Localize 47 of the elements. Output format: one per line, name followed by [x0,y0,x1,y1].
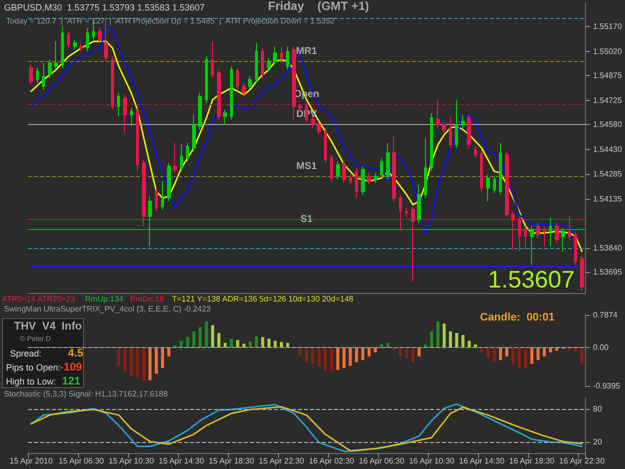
text: ATR5=14 ATR20=23 [2,294,76,304]
x-tick-label: 16 Apr 06:30 [358,456,405,466]
y-tick-label: 1.54135 [593,194,622,204]
y-tick-label: 20 [593,438,602,446]
x-tick-label: 15 Apr 06:30 [58,456,104,466]
x-tick-label: 16 Apr 02:30 [308,456,355,466]
y-tick-label: 1.54725 [593,96,622,105]
x-tick-label: 15 Apr 22:30 [258,456,305,466]
ref-line-label: MS1 [296,160,318,172]
annotation: THV V4 Info [14,320,82,332]
annotation: Today = 120.7 | ATR = 127 | ATR Projection Up = 1.5485 | ATR Projection Down = 1.5352 [6,16,336,26]
y-tick-label: 1.54285 [593,169,622,178]
annotation: -109 [60,362,82,374]
annotation: GBPUSD,M30 1.53775 1.53793 1.53583 1.53607 [4,2,205,12]
annotation: 4.5 [68,348,84,360]
annotation: Pips to Open: [6,362,61,372]
chart-title: Friday (GMT +1) [268,0,370,13]
text: RmUp:134 [85,294,124,304]
annotation: 121 [62,376,80,388]
annotation: 1.53607 [488,266,575,294]
x-tick-label: 15 Apr 18:30 [208,456,255,466]
x-tick-label: 16 Apr 14:30 [459,456,505,466]
x-tick-label: 16 Apr 18:30 [509,456,556,466]
y-tick-label: 1.55170 [593,22,622,31]
y-tick-label: 0.7874 [593,310,618,320]
y-tick-label: 1.54875 [593,71,622,80]
x-tick-label: 16 Apr 10:30 [408,456,455,466]
chart-title: SwingMan UltraSuperTRIX_PV_4col (3, E,E,E, C) -0.2423 [4,304,212,314]
x-tick-label: 15 Apr 14:30 [158,456,205,466]
text: T=121 Y=138 ADR=136 5d=126 10d=130 20d=148 [172,294,354,304]
annotation: Candle: 00:01 [480,312,555,324]
y-tick-label: 1.55020 [593,46,622,56]
y-tick-label: 1.53695 [593,268,622,277]
y-tick-label: 0.00 [593,342,610,352]
text: RmDn:18 [130,294,164,304]
x-tick-label: 16 Apr 22:30 [559,456,606,466]
y-tick-label: 80 [593,404,602,414]
chart-title: Stochastic (5,3,3) Signal: H1,13.7162,17.6188 [4,390,168,398]
annotation: High to Low: [6,376,56,386]
x-tick-label: 15 Apr 2010 [10,456,54,466]
y-tick-label: 1.54580 [593,120,622,130]
y-tick-label: -0.9395 [593,382,621,390]
annotation: Spread: [10,348,42,358]
x-tick-label: 15 Apr 10:30 [108,456,154,466]
y-tick-label: 1.53840 [593,244,622,252]
ref-line-label: MR1 [296,46,318,57]
y-tick-label: 1.54430 [593,145,622,154]
